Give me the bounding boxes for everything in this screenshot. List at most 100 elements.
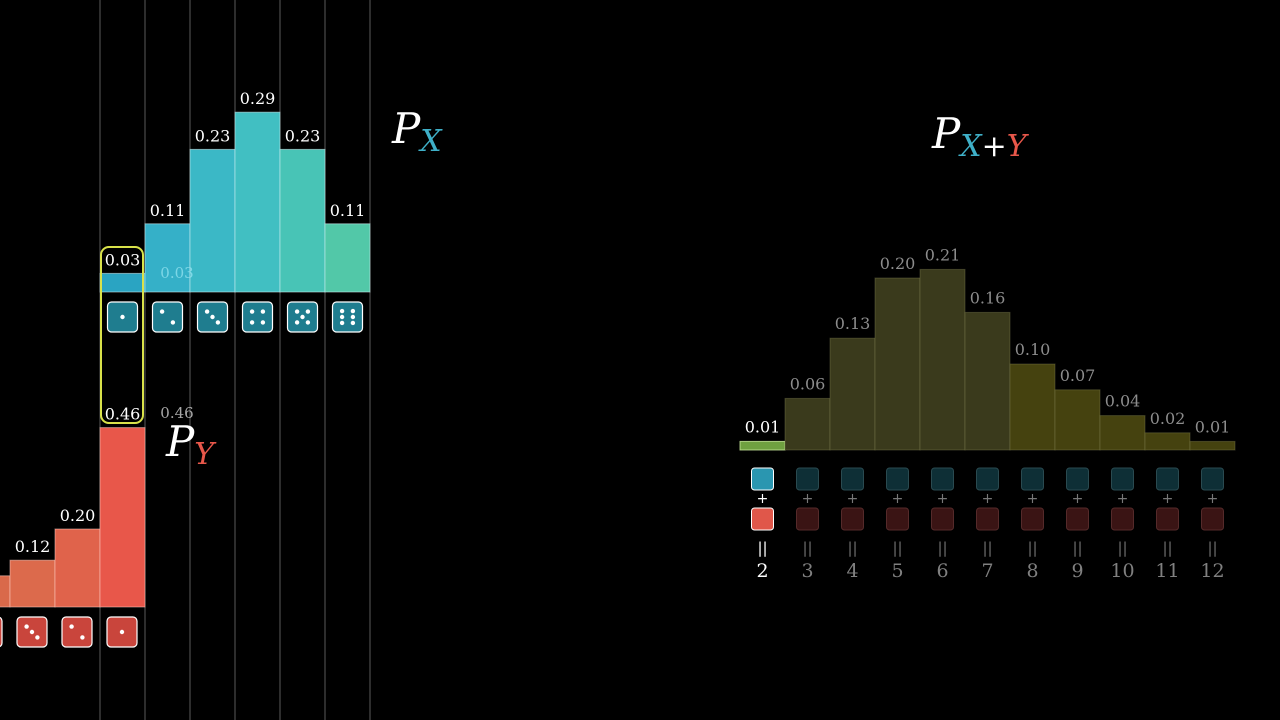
psum-equals-10: || bbox=[1117, 539, 1127, 557]
py-die-1 bbox=[16, 616, 48, 648]
psum-equals-7: || bbox=[982, 539, 992, 557]
psum-sum-label-8: 8 bbox=[1026, 560, 1038, 582]
psum-bar-label-4: 0.13 bbox=[835, 314, 871, 333]
psum-plus-7: + bbox=[982, 491, 994, 507]
px-die-3-pip-2 bbox=[215, 320, 221, 325]
px-dice-row bbox=[106, 301, 364, 333]
psum-x-square-5 bbox=[886, 467, 909, 491]
psum-sum-label-4: 4 bbox=[846, 560, 858, 582]
py-die-2-face bbox=[61, 616, 93, 648]
px-die-4-pip-2 bbox=[249, 320, 255, 325]
psum-equals-11: || bbox=[1162, 539, 1172, 557]
psum-equals-5: || bbox=[892, 539, 902, 557]
psum-equals-6: || bbox=[937, 539, 947, 557]
psum-sum-label-7: 7 bbox=[981, 560, 993, 582]
psum-y-square-2 bbox=[751, 507, 774, 531]
py-title: PY bbox=[165, 417, 217, 472]
psum-y-square-7 bbox=[976, 507, 999, 531]
px-die-2 bbox=[151, 301, 184, 333]
px-die-6-pip-3 bbox=[350, 314, 356, 320]
psum-bar-3 bbox=[784, 397, 831, 451]
px-bar-1 bbox=[99, 272, 146, 293]
psum-bar-12 bbox=[1189, 440, 1236, 451]
psum-bar-label-2: 0.01 bbox=[745, 417, 781, 436]
psum-plus-3: + bbox=[802, 491, 814, 507]
psum-plus-6: + bbox=[937, 491, 949, 507]
py-bar-0 bbox=[0, 575, 11, 608]
psum-x-square-3 bbox=[796, 467, 819, 491]
px-die-6-face bbox=[331, 301, 364, 333]
px-bar-6 bbox=[324, 223, 371, 293]
px-bar-label-6: 0.11 bbox=[330, 201, 366, 220]
psum-y-square-5 bbox=[886, 507, 909, 531]
py-bar-3 bbox=[99, 427, 146, 608]
px-die-5-pip-1 bbox=[305, 309, 311, 314]
psum-x-square-2 bbox=[751, 467, 774, 491]
psum-plus-10: + bbox=[1117, 491, 1129, 507]
px-die-5-pip-4 bbox=[305, 320, 311, 325]
psum-x-square-7 bbox=[976, 467, 999, 491]
py-die-0-face bbox=[0, 616, 3, 648]
psum-equals-3: || bbox=[802, 539, 812, 557]
psum-sum-label-9: 9 bbox=[1071, 560, 1083, 582]
psum-y-square-10 bbox=[1111, 507, 1134, 531]
px-ghost-label: 0.03 bbox=[160, 264, 193, 282]
psum-bar-6 bbox=[919, 268, 966, 451]
py-die-0 bbox=[0, 616, 3, 648]
psum-sum-label-10: 10 bbox=[1110, 560, 1134, 582]
psum-title: PX+Y bbox=[931, 109, 1030, 164]
psum-y-square-4 bbox=[841, 507, 864, 531]
psum-sum-label-3: 3 bbox=[801, 560, 813, 582]
px-bar-3 bbox=[189, 148, 236, 293]
py-histogram: 00.120.200.460.46 bbox=[0, 404, 194, 608]
py-die-2 bbox=[61, 616, 93, 648]
px-die-6-pip-0 bbox=[339, 308, 345, 314]
px-bar-2 bbox=[144, 223, 191, 293]
psum-bar-8 bbox=[1009, 363, 1056, 451]
psum-bar-label-7: 0.16 bbox=[970, 288, 1006, 307]
px-title: PX bbox=[391, 104, 443, 159]
px-die-5 bbox=[286, 301, 319, 333]
px-die-4-pip-3 bbox=[260, 320, 266, 325]
px-die-1 bbox=[106, 301, 139, 333]
psum-bar-label-11: 0.02 bbox=[1150, 409, 1186, 428]
px-die-5-pip-0 bbox=[294, 309, 300, 314]
psum-y-square-9 bbox=[1066, 507, 1089, 531]
psum-sum-label-5: 5 bbox=[891, 560, 903, 582]
px-die-4-pip-0 bbox=[249, 309, 255, 314]
px-die-3-pip-0 bbox=[204, 309, 210, 314]
px-die-5-pip-3 bbox=[294, 320, 300, 325]
psum-sum-label-11: 11 bbox=[1155, 560, 1179, 582]
psum-plus-5: + bbox=[892, 491, 904, 507]
psum-x-square-10 bbox=[1111, 467, 1134, 491]
px-bar-4 bbox=[234, 111, 281, 293]
py-die-1-pip-0 bbox=[24, 624, 29, 629]
psum-bar-label-5: 0.20 bbox=[880, 254, 916, 273]
psum-x-square-8 bbox=[1021, 467, 1044, 491]
psum-bar-label-3: 0.06 bbox=[790, 374, 826, 393]
psum-x-square-6 bbox=[931, 467, 954, 491]
psum-y-square-3 bbox=[796, 507, 819, 531]
px-die-3-pip-1 bbox=[210, 314, 215, 320]
psum-y-square-8 bbox=[1021, 507, 1044, 531]
psum-bar-label-6: 0.21 bbox=[925, 245, 961, 264]
psum-plus-12: + bbox=[1207, 491, 1219, 507]
psum-plus-4: + bbox=[847, 491, 859, 507]
psum-sum-label-2: 2 bbox=[756, 560, 768, 582]
px-die-3 bbox=[196, 301, 229, 333]
psum-x-square-12 bbox=[1201, 467, 1224, 491]
px-histogram: 0.03 0.11 0.23 0.29 0.23 0.11 0.03 bbox=[99, 89, 371, 293]
px-die-2-pip-1 bbox=[170, 320, 176, 325]
px-die-6-pip-1 bbox=[350, 308, 356, 314]
psum-sum-label-12: 12 bbox=[1200, 560, 1224, 582]
px-die-5-pip-2 bbox=[300, 314, 305, 320]
py-die-1-pip-1 bbox=[29, 629, 35, 635]
py-bar-1 bbox=[9, 559, 56, 608]
psum-x-square-4 bbox=[841, 467, 864, 491]
psum-bar-11 bbox=[1144, 432, 1191, 451]
psum-x-square-9 bbox=[1066, 467, 1089, 491]
px-bar-label-3: 0.23 bbox=[195, 126, 231, 145]
psum-bar-label-10: 0.04 bbox=[1105, 392, 1141, 411]
psum-equals-8: || bbox=[1027, 539, 1037, 557]
